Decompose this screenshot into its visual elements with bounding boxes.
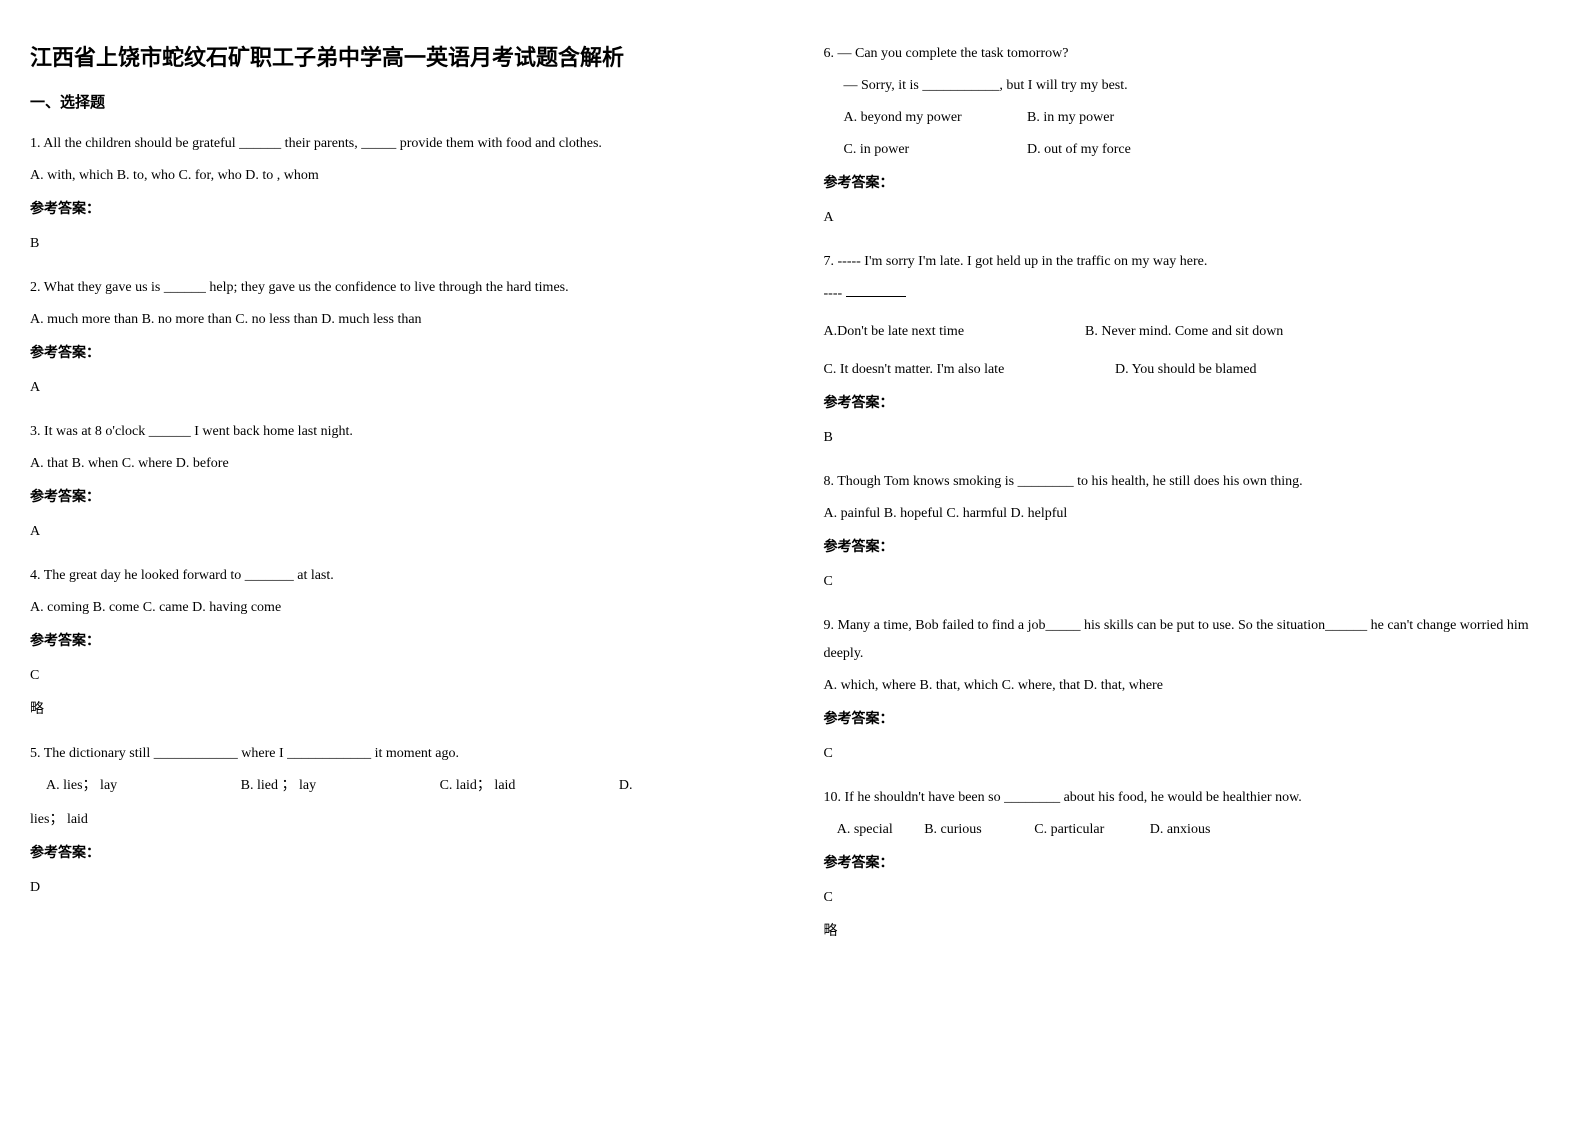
document-title: 江西省上饶市蛇纹石矿职工子弟中学高一英语月考试题含解析 — [30, 40, 764, 75]
question-8: 8. Though Tom knows smoking is ________ … — [824, 468, 1558, 596]
question-text: 8. Though Tom knows smoking is ________ … — [824, 468, 1558, 496]
options-row-2: C. It doesn't matter. I'm also late D. Y… — [824, 356, 1558, 384]
answer-label: 参考答案： — [824, 706, 1558, 734]
question-text: 5. The dictionary still ____________ whe… — [30, 740, 764, 768]
answer-value: A — [824, 204, 1558, 232]
answer-value: C — [30, 662, 764, 690]
option-b: B. Never mind. Come and sit down — [1085, 318, 1283, 346]
question-line-2: — Sorry, it is ___________, but I will t… — [844, 72, 1558, 100]
question-9: 9. Many a time, Bob failed to find a job… — [824, 612, 1558, 768]
question-text: 3. It was at 8 o'clock ______ I went bac… — [30, 418, 764, 446]
answer-value: A — [30, 518, 764, 546]
question-options: A. with, which B. to, who C. for, who D.… — [30, 162, 764, 190]
option-b: B. lied ； lay — [241, 772, 316, 800]
question-5: 5. The dictionary still ____________ whe… — [30, 740, 764, 902]
answer-label: 参考答案： — [30, 840, 764, 868]
answer-value: C — [824, 568, 1558, 596]
left-column: 江西省上饶市蛇纹石矿职工子弟中学高一英语月考试题含解析 一、选择题 1. All… — [30, 40, 764, 962]
question-line-2: ---- — [824, 280, 1558, 308]
question-line-1: 7. ----- I'm sorry I'm late. I got held … — [824, 248, 1558, 276]
question-text: 4. The great day he looked forward to __… — [30, 562, 764, 590]
question-options: A. painful B. hopeful C. harmful D. help… — [824, 500, 1558, 528]
answer-value: D — [30, 874, 764, 902]
options-row-2: C. in power D. out of my force — [844, 136, 1558, 164]
answer-value: B — [30, 230, 764, 258]
question-text: 9. Many a time, Bob failed to find a job… — [824, 612, 1558, 668]
option-c: C. laid； laid — [440, 772, 516, 800]
option-b: B. in my power — [1027, 110, 1114, 125]
question-2: 2. What they gave us is ______ help; the… — [30, 274, 764, 402]
question-7: 7. ----- I'm sorry I'm late. I got held … — [824, 248, 1558, 452]
question-options: A. lies； lay B. lied ； lay C. laid； laid… — [30, 772, 764, 800]
page-container: 江西省上饶市蛇纹石矿职工子弟中学高一英语月考试题含解析 一、选择题 1. All… — [30, 40, 1557, 962]
question-options: A. special B. curious C. particular D. a… — [824, 816, 1558, 844]
question-4: 4. The great day he looked forward to __… — [30, 562, 764, 724]
options-row-1: A.Don't be late next time B. Never mind.… — [824, 318, 1558, 346]
option-c: C. It doesn't matter. I'm also late — [824, 356, 1084, 384]
option-d: D. You should be blamed — [1115, 356, 1257, 384]
question-text: 2. What they gave us is ______ help; the… — [30, 274, 764, 302]
answer-label: 参考答案： — [824, 534, 1558, 562]
question-6: 6. — Can you complete the task tomorrow?… — [824, 40, 1558, 232]
question-3: 3. It was at 8 o'clock ______ I went bac… — [30, 418, 764, 546]
question-line-1: 6. — Can you complete the task tomorrow? — [824, 40, 1558, 68]
right-column: 6. — Can you complete the task tomorrow?… — [824, 40, 1558, 962]
option-a: A. lies； lay — [46, 772, 117, 800]
answer-label: 参考答案： — [824, 850, 1558, 878]
answer-value: C — [824, 740, 1558, 768]
answer-value: A — [30, 374, 764, 402]
question-1: 1. All the children should be grateful _… — [30, 130, 764, 258]
question-options: A. coming B. come C. came D. having come — [30, 594, 764, 622]
option-a: A.Don't be late next time — [824, 318, 1054, 346]
answer-label: 参考答案： — [824, 390, 1558, 418]
option-c: C. in power — [844, 136, 1024, 164]
option-a: A. beyond my power — [844, 104, 1024, 132]
question-options: A. much more than B. no more than C. no … — [30, 306, 764, 334]
answer-label: 参考答案： — [824, 170, 1558, 198]
question-10: 10. If he shouldn't have been so _______… — [824, 784, 1558, 946]
section-heading: 一、选择题 — [30, 91, 764, 112]
question-text: 1. All the children should be grateful _… — [30, 130, 764, 158]
answer-label: 参考答案： — [30, 196, 764, 224]
option-d: D. out of my force — [1027, 142, 1131, 157]
note: 略 — [30, 696, 764, 724]
answer-value: C — [824, 884, 1558, 912]
option-d-prefix: D. — [619, 772, 633, 800]
question-text: 10. If he shouldn't have been so _______… — [824, 784, 1558, 812]
answer-value: B — [824, 424, 1558, 452]
answer-label: 参考答案： — [30, 628, 764, 656]
answer-label: 参考答案： — [30, 484, 764, 512]
question-options: A. that B. when C. where D. before — [30, 450, 764, 478]
blank-line — [846, 296, 906, 297]
question-options: A. which, where B. that, which C. where,… — [824, 672, 1558, 700]
option-d-wrap: lies； laid — [30, 806, 764, 834]
note: 略 — [824, 918, 1558, 946]
answer-label: 参考答案： — [30, 340, 764, 368]
options-row-1: A. beyond my power B. in my power — [844, 104, 1558, 132]
